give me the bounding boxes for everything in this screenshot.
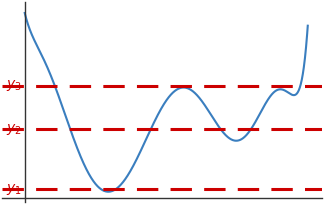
- Text: $y_1$: $y_1$: [6, 182, 22, 197]
- Text: $y_3$: $y_3$: [6, 78, 22, 93]
- Text: $y_2$: $y_2$: [6, 122, 22, 137]
